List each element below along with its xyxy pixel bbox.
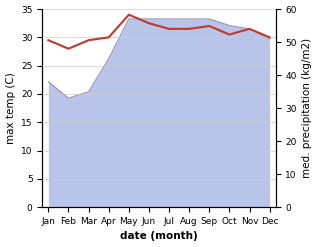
Y-axis label: max temp (C): max temp (C) [5, 72, 16, 144]
X-axis label: date (month): date (month) [120, 231, 198, 242]
Y-axis label: med. precipitation (kg/m2): med. precipitation (kg/m2) [302, 38, 313, 178]
